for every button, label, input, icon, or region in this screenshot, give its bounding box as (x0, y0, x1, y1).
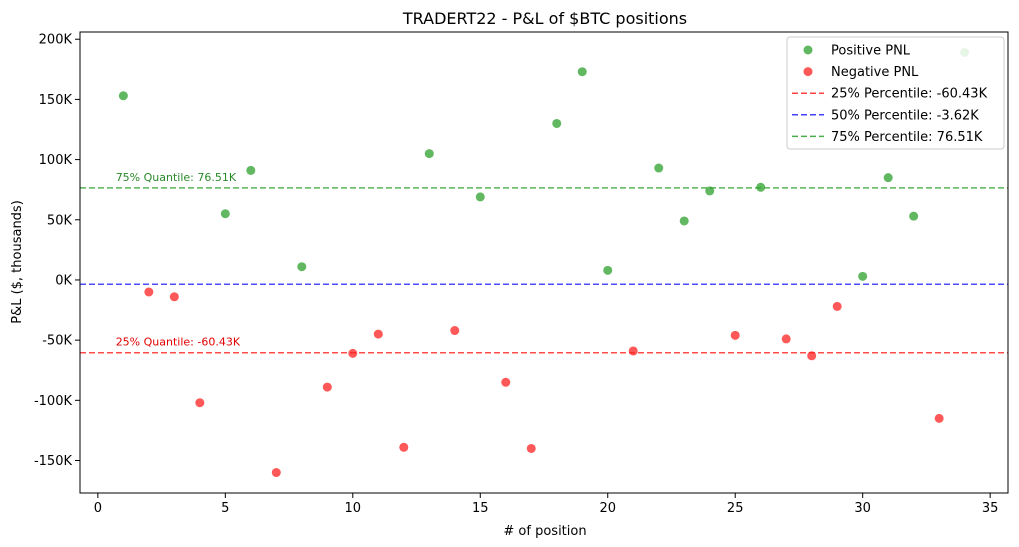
positive-pnl-point-10 (654, 163, 664, 173)
negative-pnl-point-11 (526, 443, 536, 453)
y-axis-label: P&L ($, thousands) (10, 200, 25, 324)
negative-pnl-point-5 (322, 382, 332, 392)
legend-marker-2 (803, 67, 813, 77)
x-axis-label: # of position (503, 524, 586, 539)
y-tick-label: 150K (39, 93, 73, 108)
negative-pnl-point-15 (807, 351, 817, 361)
quantile-annotation-2: 25% Quantile: -60.43K (116, 336, 241, 349)
negative-pnl-point-3 (195, 398, 205, 408)
y-tick-label: 50K (47, 213, 73, 228)
legend-label-3: 25% Percentile: -60.43K (831, 87, 988, 102)
x-tick-label: 10 (345, 501, 362, 516)
legend-box (786, 36, 1005, 150)
x-tick-label: 25 (727, 501, 744, 516)
negative-pnl-point-17 (934, 413, 944, 423)
positive-pnl-point-11 (679, 216, 689, 226)
x-axis: 0 5 10 15 20 25 30 35 (94, 493, 999, 516)
negative-pnl-point-10 (501, 377, 511, 387)
x-tick-label: 15 (472, 501, 489, 516)
positive-pnl-point-3 (246, 165, 256, 175)
plot-frame (79, 31, 1009, 494)
positive-pnl-point-12 (705, 186, 715, 196)
y-tick-label: 0K (55, 273, 72, 288)
y-tick-label: 100K (39, 153, 73, 168)
positive-pnl-point-4 (297, 262, 307, 272)
negative-pnl-point-2 (169, 292, 179, 302)
positive-pnl-point-15 (883, 173, 893, 183)
legend-label-4: 50% Percentile: -3.62K (831, 108, 979, 123)
y-tick-label: 200K (39, 33, 73, 48)
legend-label-1: Positive PNL (831, 44, 911, 59)
negative-pnl-point-6 (348, 348, 358, 358)
negative-pnl-point-16 (832, 301, 842, 311)
x-tick-label: 35 (982, 501, 999, 516)
negative-pnl-point-13 (730, 330, 740, 340)
negative-pnl-point-4 (271, 468, 281, 478)
quantile-annotation-1: 75% Quantile: 76.51K (116, 171, 237, 184)
y-tick-label: -150K (34, 454, 73, 469)
plot-area (80, 47, 1008, 478)
negative-pnl-point-8 (399, 442, 409, 452)
positive-pnl-point-13 (756, 182, 766, 192)
negative-pnl-point-7 (373, 329, 383, 339)
legend: Positive PNL Negative PNL 25% Percentile: … (786, 36, 1005, 150)
x-tick-label: 0 (94, 501, 102, 516)
chart-title: TRADERT22 - P&L of $BTC positions (402, 9, 687, 28)
positive-pnl-point-1 (118, 91, 128, 101)
x-tick-label: 5 (221, 501, 229, 516)
y-axis: -150K -100K -50K 0K 50K 100K 150K 200K (34, 33, 80, 469)
positive-pnl-point-8 (577, 67, 587, 77)
legend-label-5: 75% Percentile: 76.51K (831, 130, 983, 145)
negative-pnl-point-12 (628, 346, 638, 356)
positive-pnl-point-16 (909, 211, 919, 221)
y-tick-label: -50K (42, 334, 72, 349)
legend-marker-1 (803, 45, 813, 55)
negative-pnl-point-9 (450, 326, 460, 336)
positive-pnl-point-14 (858, 271, 868, 281)
positive-pnl-point-9 (603, 265, 613, 275)
positive-pnl-point-2 (220, 209, 230, 219)
negative-pnl-point-14 (781, 334, 791, 344)
legend-label-2: Negative PNL (831, 65, 919, 80)
x-tick-label: 20 (599, 501, 616, 516)
x-tick-label: 30 (854, 501, 871, 516)
positive-pnl-point-5 (424, 149, 434, 159)
positive-pnl-point-7 (552, 118, 562, 128)
positive-pnl-point-6 (475, 192, 485, 202)
annotations: 75% Quantile: 76.51K 25% Quantile: -60.43… (116, 171, 241, 349)
y-tick-label: -100K (34, 394, 73, 409)
negative-pnl-point-1 (144, 287, 154, 297)
